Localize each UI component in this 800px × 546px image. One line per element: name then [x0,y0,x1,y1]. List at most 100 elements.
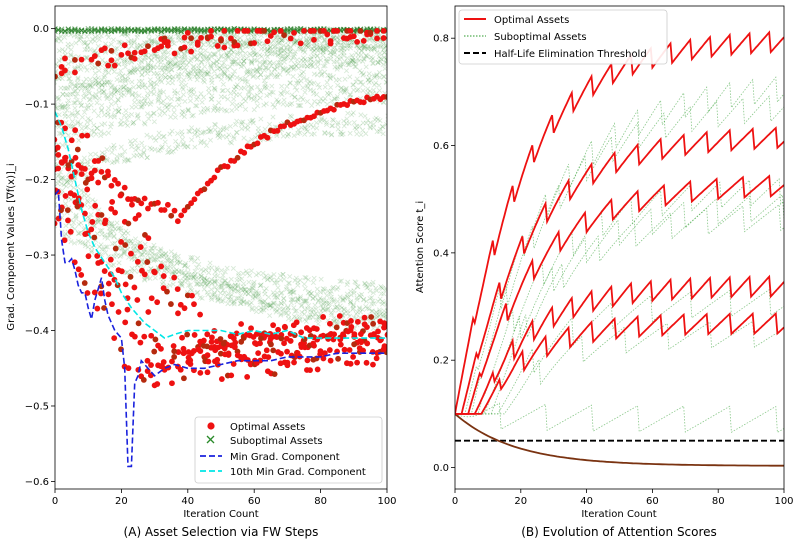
suboptimal-marker [91,48,97,54]
suboptimal-marker [244,41,250,47]
suboptimal-marker [136,63,142,69]
y-ticks-a: 0.0 −0.1 −0.2 −0.3 −0.4 −0.5 −0.6 [25,24,55,488]
optimal-marker [334,28,341,34]
optimal-marker [238,321,245,327]
x-tick-label: 80 [712,496,725,507]
optimal-marker [195,346,202,353]
suboptimal-marker [228,47,234,53]
y-axis-label-a: Grad. Component Values [∇f(x)]_i [6,163,17,330]
suboptimal-marker [335,40,341,46]
suboptimal-marker [132,38,138,44]
optimal-marker [81,166,88,172]
suboptimal-marker [86,82,92,88]
suboptimal-marker [142,55,148,61]
suboptimal-marker [168,34,174,40]
optimal-marker [380,28,387,34]
suboptimal-marker [302,42,308,48]
optimal-marker [310,340,317,347]
optimal-marker [55,220,58,227]
optimal-marker [179,334,185,341]
optimal-marker [294,350,301,356]
optimal-marker [201,186,208,193]
optimal-marker [64,207,71,214]
optimal-marker [360,99,367,106]
suboptimal-marker [118,68,124,74]
optimal-marker [264,134,271,141]
suboptimal-marker [268,50,274,56]
suboptimal-marker [175,33,181,39]
suboptimal-marker [169,67,175,73]
suboptimal-marker [224,52,230,58]
suboptimal-marker [72,88,78,94]
suboptimal-marker [145,63,151,69]
suboptimal-marker [244,40,250,46]
suboptimal-marker [69,42,75,48]
suboptimal-marker [85,42,91,48]
y-tick-label: 0.2 [433,356,449,367]
suboptimal-marker [339,42,345,48]
optimal-marker [101,268,108,274]
optimal-marker [98,212,105,218]
optimal-marker [214,43,221,49]
optimal-marker [148,295,155,302]
suboptimal-marker [116,72,122,78]
optimal-marker [160,359,167,365]
suboptimal-marker [316,32,322,38]
optimal-marker [351,331,358,338]
suboptimal-marker [152,39,158,45]
optimal-marker [62,67,68,74]
suboptimal-marker [190,64,196,70]
suboptimal-marker [74,80,80,86]
x-tick-label: 60 [248,496,261,507]
suboptimal-marker [278,50,284,56]
optimal-marker [169,380,175,387]
suboptimal-marker [280,42,287,48]
suboptimal-marker [182,57,189,63]
suboptimal-marker [211,51,217,57]
suboptimal-marker [267,44,273,50]
optimal-marker [304,357,311,364]
suboptimal-marker [291,41,297,48]
suboptimal-marker [98,33,104,39]
suboptimal-marker [197,50,203,56]
optimal-marker [220,340,227,347]
suboptimal-marker [65,61,71,67]
suboptimal-marker [83,39,89,46]
suboptimal-marker [60,91,66,97]
suboptimal-marker [229,52,235,58]
optimal-marker [188,48,195,55]
optimal-marker [85,253,92,260]
optimal-marker [105,280,112,287]
suboptimal-marker [252,57,258,63]
optimal-marker [95,60,102,67]
optimal-marker [72,127,79,134]
optimal-marker [94,305,101,312]
optimal-marker [326,320,333,327]
optimal-marker [131,49,138,56]
suboptimal-marker [340,39,346,45]
suboptimal-marker [314,45,320,51]
optimal-marker [277,360,284,367]
suboptimal-marker [330,32,336,38]
suboptimal-marker [201,52,207,58]
suboptimal-marker [175,60,181,66]
suboptimal-marker [148,63,154,69]
optimal-marker [154,381,161,387]
suboptimal-marker [120,73,126,79]
suboptimal-marker [81,79,87,85]
optimal-marker [125,220,132,227]
suboptimal-marker [56,48,62,54]
suboptimal-marker [277,34,283,40]
suboptimal-marker [55,68,59,74]
suboptimal-marker [228,47,234,53]
suboptimal-marker [215,48,221,54]
optimal-marker [101,305,107,311]
suboptimal-marker [89,65,95,71]
suboptimal-marker [92,38,98,44]
optimal-marker [117,192,124,199]
optimal-marker [225,350,232,357]
suboptimal-marker [139,72,145,78]
suboptimal-marker [99,82,105,88]
optimal-marker [255,350,262,357]
suboptimal-marker [258,33,264,39]
